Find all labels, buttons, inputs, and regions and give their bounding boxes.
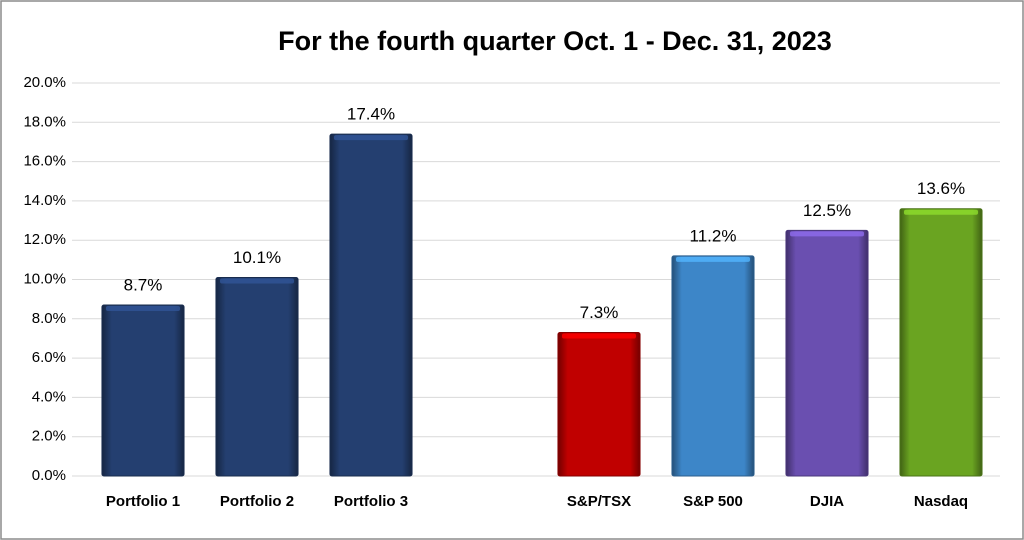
value-label: 8.7% bbox=[124, 276, 163, 295]
value-label: 11.2% bbox=[690, 226, 737, 245]
x-tick-label: Nasdaq bbox=[914, 493, 968, 510]
bar bbox=[101, 304, 185, 477]
value-label: 13.6% bbox=[917, 179, 965, 198]
y-tick-label: 2.0% bbox=[32, 428, 66, 445]
y-tick-label: 8.0% bbox=[32, 310, 66, 327]
y-tick-label: 14.0% bbox=[23, 192, 66, 209]
value-label: 7.3% bbox=[580, 303, 619, 322]
bar-highlight bbox=[333, 135, 409, 141]
bar bbox=[671, 255, 755, 477]
bar bbox=[215, 277, 299, 477]
bar bbox=[329, 133, 413, 477]
x-tick-label: S&P 500 bbox=[683, 493, 743, 510]
x-tick-label: Portfolio 1 bbox=[106, 493, 180, 510]
bar-highlight bbox=[105, 306, 181, 312]
bar-highlight bbox=[675, 256, 751, 262]
y-tick-label: 4.0% bbox=[32, 388, 66, 405]
y-tick-label: 18.0% bbox=[23, 113, 66, 130]
y-tick-label: 20.0% bbox=[23, 74, 66, 91]
bar-highlight bbox=[561, 333, 637, 339]
bar bbox=[899, 208, 983, 477]
value-label: 10.1% bbox=[233, 248, 281, 267]
bar bbox=[785, 229, 869, 477]
x-tick-label: Portfolio 3 bbox=[334, 493, 408, 510]
chart-title: For the fourth quarter Oct. 1 - Dec. 31,… bbox=[278, 26, 832, 56]
y-tick-label: 6.0% bbox=[32, 349, 66, 366]
x-tick-label: DJIA bbox=[810, 493, 844, 510]
value-label: 12.5% bbox=[803, 201, 851, 220]
x-tick-label: Portfolio 2 bbox=[220, 493, 294, 510]
y-tick-label: 10.0% bbox=[23, 270, 66, 287]
y-tick-label: 16.0% bbox=[23, 153, 66, 170]
value-label: 17.4% bbox=[347, 105, 395, 124]
x-tick-label: S&P/TSX bbox=[567, 493, 631, 510]
bar-highlight bbox=[903, 209, 979, 215]
bar-highlight bbox=[789, 231, 865, 237]
y-tick-label: 0.0% bbox=[32, 467, 66, 484]
bar bbox=[557, 332, 641, 477]
y-tick-label: 12.0% bbox=[23, 231, 66, 248]
bar-highlight bbox=[219, 278, 295, 284]
